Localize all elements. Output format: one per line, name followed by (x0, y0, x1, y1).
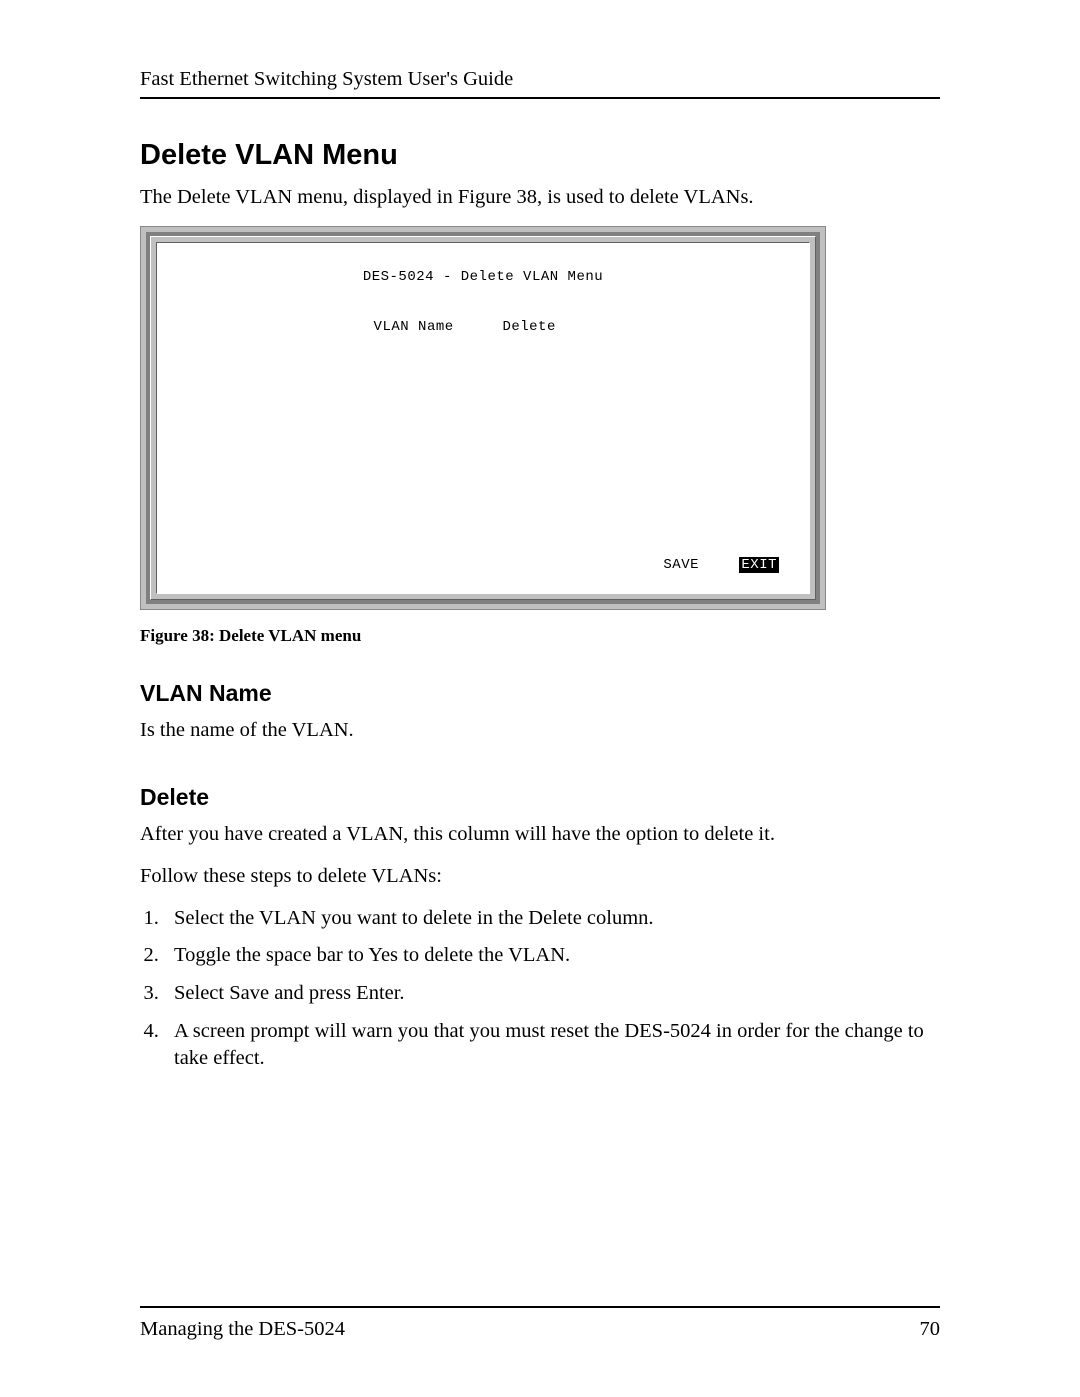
list-item: A screen prompt will warn you that you m… (164, 1018, 940, 1073)
terminal-screen: DES-5024 - Delete VLAN Menu VLAN Name De… (156, 242, 810, 594)
list-item: Toggle the space bar to Yes to delete th… (164, 942, 940, 970)
terminal-title: DES-5024 - Delete VLAN Menu (157, 269, 809, 285)
footer-section-name: Managing the DES-5024 (140, 1318, 345, 1341)
subheading-delete: Delete (140, 784, 940, 811)
vlan-name-description: Is the name of the VLAN. (140, 717, 940, 745)
save-button[interactable]: SAVE (663, 557, 699, 573)
delete-steps-list: Select the VLAN you want to delete in th… (164, 905, 940, 1073)
figure-bevel-inner: DES-5024 - Delete VLAN Menu VLAN Name De… (150, 236, 816, 600)
list-item: Select the VLAN you want to delete in th… (164, 905, 940, 933)
figure-frame: DES-5024 - Delete VLAN Menu VLAN Name De… (140, 226, 826, 610)
delete-description-2: Follow these steps to delete VLANs: (140, 863, 940, 891)
section-title: Delete VLAN Menu (140, 139, 940, 172)
delete-description-1: After you have created a VLAN, this colu… (140, 821, 940, 849)
figure-bevel-mid: DES-5024 - Delete VLAN Menu VLAN Name De… (146, 232, 820, 604)
section-intro: The Delete VLAN menu, displayed in Figur… (140, 184, 940, 212)
running-header: Fast Ethernet Switching System User's Gu… (140, 68, 940, 99)
page-footer: Managing the DES-5024 70 (140, 1306, 940, 1341)
terminal-col-vlan-name: VLAN Name (374, 319, 494, 335)
list-item: Select Save and press Enter. (164, 980, 940, 1008)
exit-button[interactable]: EXIT (739, 557, 779, 573)
terminal-column-headers: VLAN Name Delete (157, 319, 809, 335)
footer-page-number: 70 (920, 1318, 941, 1341)
figure-caption: Figure 38: Delete VLAN menu (140, 626, 940, 646)
terminal-col-delete: Delete (502, 319, 592, 335)
subheading-vlan-name: VLAN Name (140, 680, 940, 707)
